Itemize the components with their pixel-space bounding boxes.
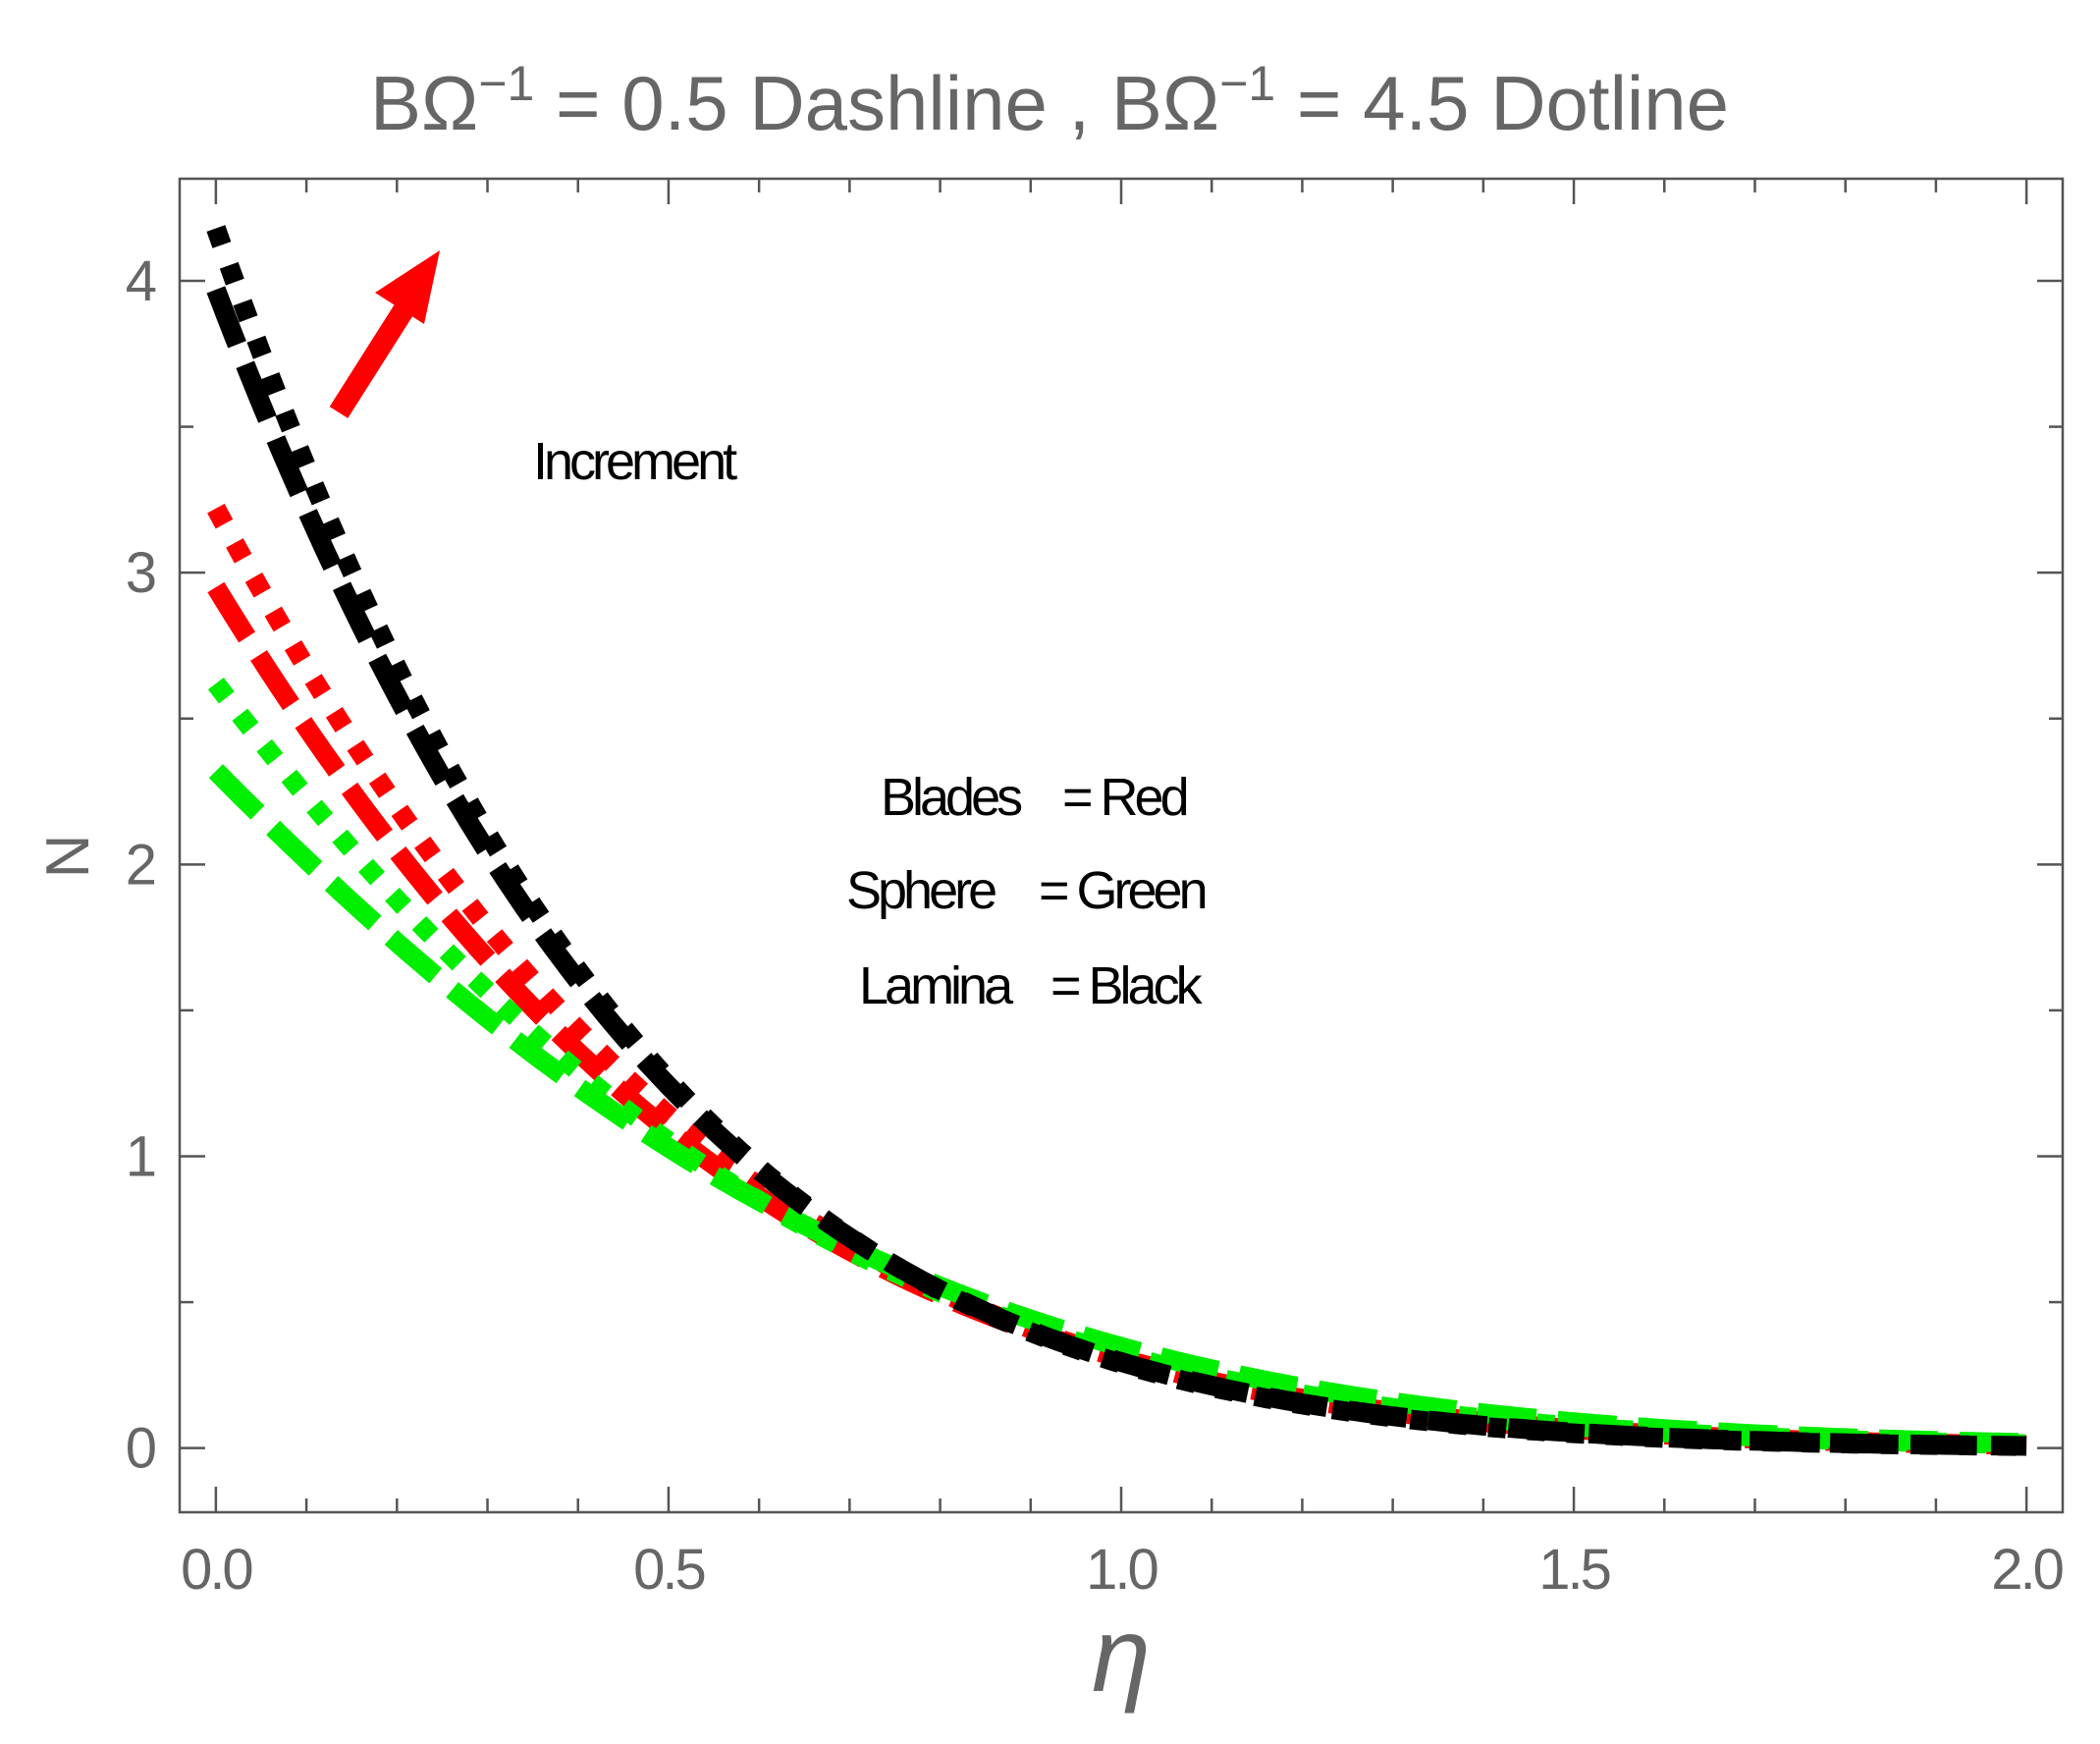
legend-blades-name: Blades [881,768,1022,827]
legend-sphere-name: Sphere [846,861,996,920]
x-axis-label: η [1092,1595,1151,1714]
y-tick-label: 4 [126,249,157,313]
x-tick-label: 1.5 [1538,1538,1609,1602]
y-tick-labels: 0 1 2 3 4 [126,249,157,1481]
title-part1-suffix: = 0.5 Dashline , [534,60,1111,146]
y-tick-label: 1 [126,1124,157,1188]
y-tick-label: 0 [126,1417,157,1481]
x-tick-labels: 0.0 0.5 1.0 1.5 2.0 [181,1538,2066,1602]
series-curves [206,225,2027,1456]
axis-ticks [180,179,2063,1512]
legend-lamina-value: = Black [1050,956,1204,1015]
y-tick-label: 3 [126,541,157,605]
title-part1-sup: −1 [478,56,534,111]
title-part2-prefix: BΩ [1111,60,1219,146]
title-part1-prefix: BΩ [370,60,478,146]
y-axis-label: N [34,835,102,879]
plot-frame [178,177,2065,1514]
x-tick-label: 0.0 [181,1538,251,1602]
series-line-4 [206,286,2027,1456]
x-tick-label: 2.0 [1991,1538,2062,1602]
x-tick-label: 0.5 [633,1538,704,1602]
chart-title: BΩ−1 = 0.5 Dashline , BΩ−1 = 4.5 Dotline [370,56,1729,146]
legend-lamina-name: Lamina [859,956,1014,1015]
legend-sphere-value: = Green [1039,861,1206,920]
title-part2-sup: −1 [1219,56,1275,111]
legend-blades-value: = Red [1062,768,1187,827]
increment-arrow [329,250,440,418]
increment-label: Increment [533,432,737,491]
title-part2-suffix: = 4.5 Dotline [1275,60,1729,146]
x-tick-label: 1.0 [1086,1538,1157,1602]
y-tick-label: 2 [126,833,157,897]
